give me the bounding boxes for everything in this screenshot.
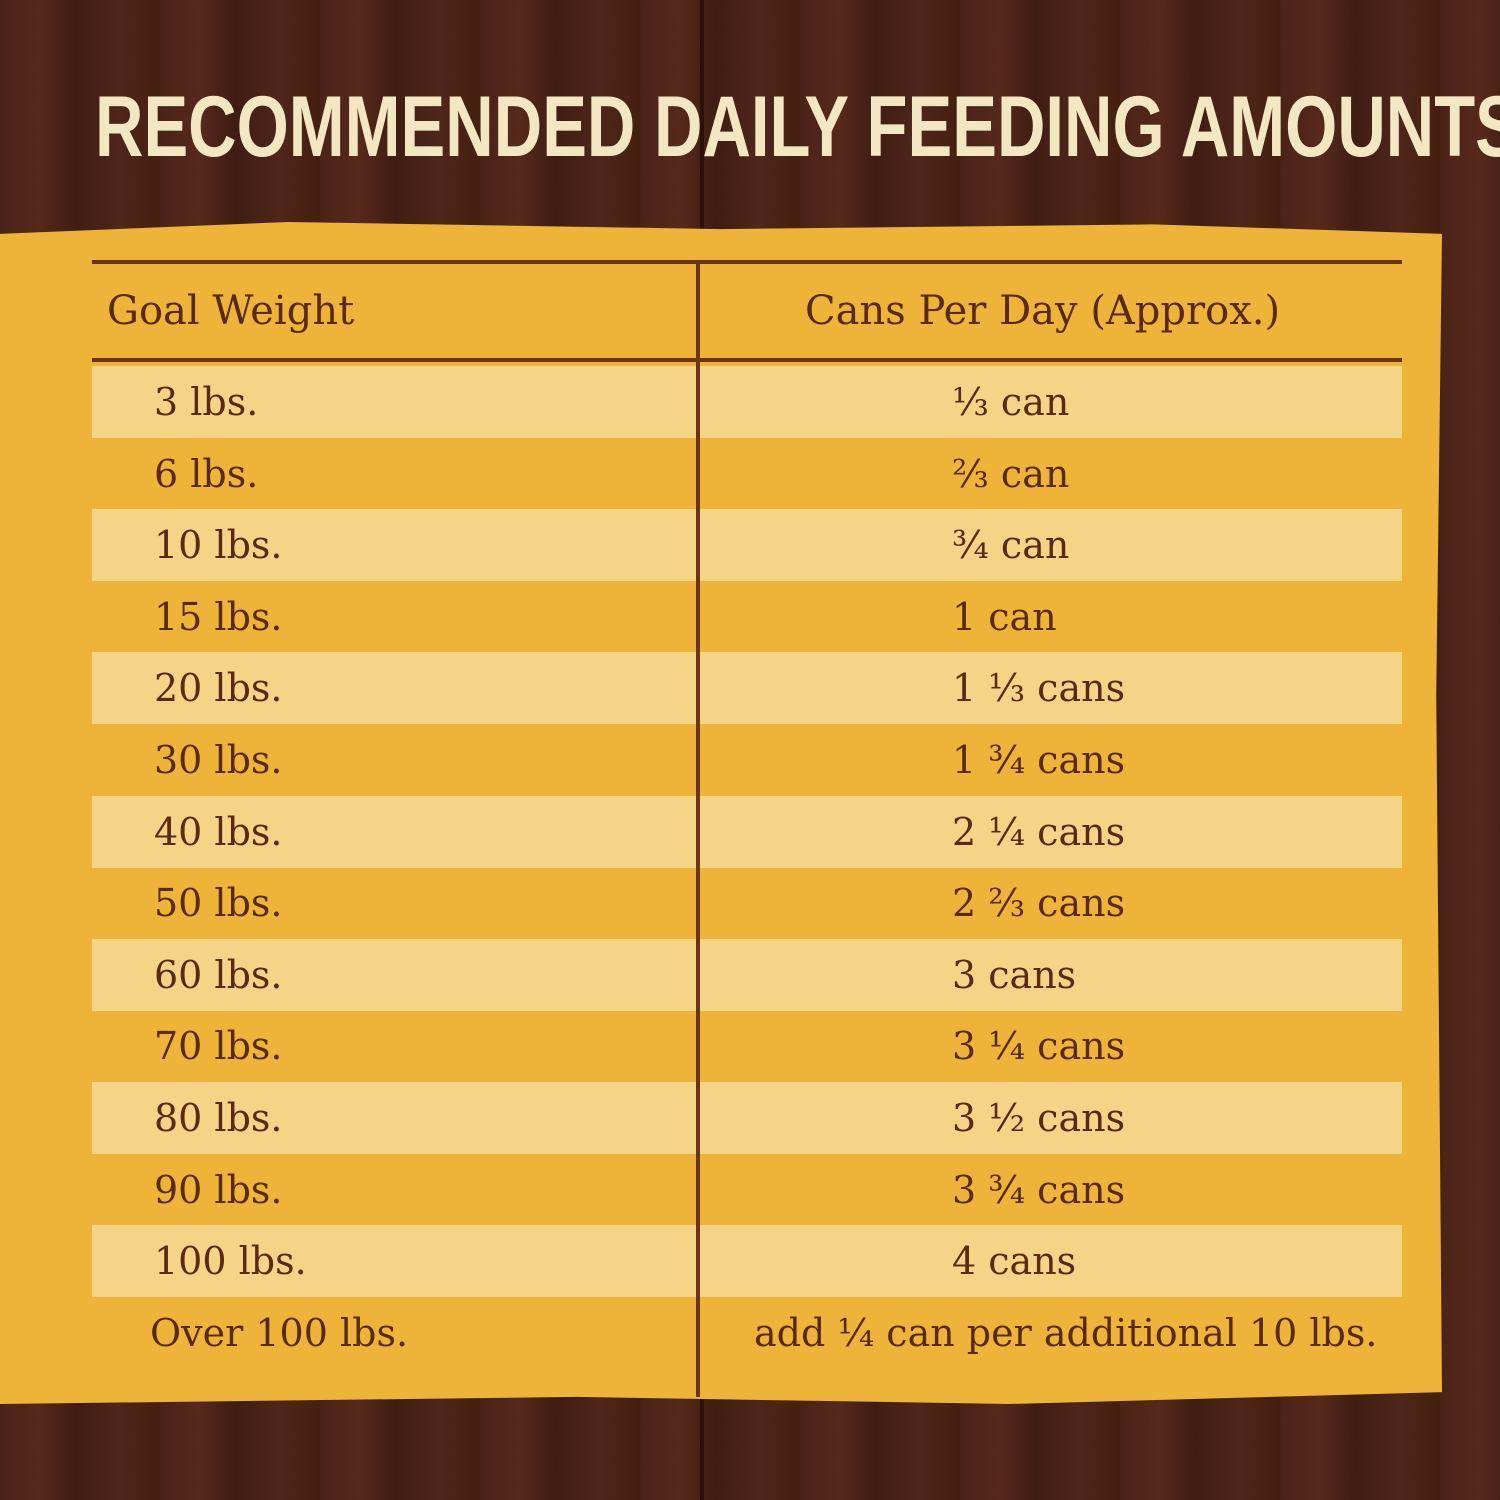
goal-weight-cell: 30 lbs. [154,738,283,782]
cans-per-day-cell: 2 ¼ cans [952,809,1126,854]
goal-weight-cell: 80 lbs. [154,1096,283,1140]
table-row: 80 lbs. 3 ½ cans [92,1082,1402,1154]
goal-weight-cell: 50 lbs. [154,881,283,926]
cans-per-day-cell: 1 ⅓ cans [952,666,1126,711]
table-row: Over 100 lbs. add ¼ can per additional 10… [92,1297,1402,1369]
cans-per-day-cell: add ¼ can per additional 10 lbs. [754,1310,1378,1355]
page-title: RECOMMENDED DAILY FEEDING AMOUNTS: [95,79,1500,175]
table-row: 100 lbs. 4 cans [92,1225,1402,1298]
cans-per-day-cell: 3 cans [952,952,1077,997]
header-cans-per-day: Cans Per Day (Approx.) [805,288,1281,334]
cans-per-day-cell: 1 ¾ cans [952,738,1126,782]
goal-weight-cell: 3 lbs. [154,380,259,424]
goal-weight-cell: 60 lbs. [154,952,283,997]
header-goal-weight: Goal Weight [107,288,355,334]
cans-per-day-cell: 3 ¾ cans [952,1167,1126,1212]
cans-per-day-cell: 4 cans [952,1239,1077,1284]
cans-per-day-cell: 3 ¼ cans [952,1024,1126,1069]
cans-per-day-cell: 1 can [952,594,1057,639]
goal-weight-cell: 70 lbs. [154,1024,283,1069]
table-row: 90 lbs. 3 ¾ cans [92,1154,1402,1226]
cans-per-day-cell: 2 ⅔ cans [952,881,1126,926]
cans-per-day-cell: 3 ½ cans [952,1096,1126,1140]
table-row: 50 lbs. 2 ⅔ cans [92,867,1402,939]
table-row: 10 lbs. ¾ can [92,509,1402,582]
table-top-rule [92,260,1402,264]
goal-weight-cell: 20 lbs. [154,666,283,711]
goal-weight-cell: Over 100 lbs. [150,1310,409,1355]
table-row: 3 lbs. ⅓ can [92,366,1402,438]
header-rule [92,358,1402,362]
goal-weight-cell: 90 lbs. [154,1167,283,1212]
cans-per-day-cell: ¾ can [952,523,1070,568]
goal-weight-cell: 15 lbs. [154,594,283,639]
goal-weight-cell: 6 lbs. [154,451,259,496]
column-divider [696,262,700,1397]
goal-weight-cell: 10 lbs. [154,523,283,568]
table-row: 20 lbs. 1 ⅓ cans [92,652,1402,725]
cans-per-day-cell: ⅔ can [952,451,1070,496]
table-row: 70 lbs. 3 ¼ cans [92,1010,1402,1082]
goal-weight-cell: 40 lbs. [154,809,283,854]
goal-weight-cell: 100 lbs. [154,1239,307,1284]
table-row: 30 lbs. 1 ¾ cans [92,724,1402,796]
table-row: 60 lbs. 3 cans [92,938,1402,1011]
table-row: 15 lbs. 1 can [92,581,1402,653]
table-row: 6 lbs. ⅔ can [92,438,1402,510]
table-row: 40 lbs. 2 ¼ cans [92,795,1402,868]
cans-per-day-cell: ⅓ can [952,380,1070,424]
